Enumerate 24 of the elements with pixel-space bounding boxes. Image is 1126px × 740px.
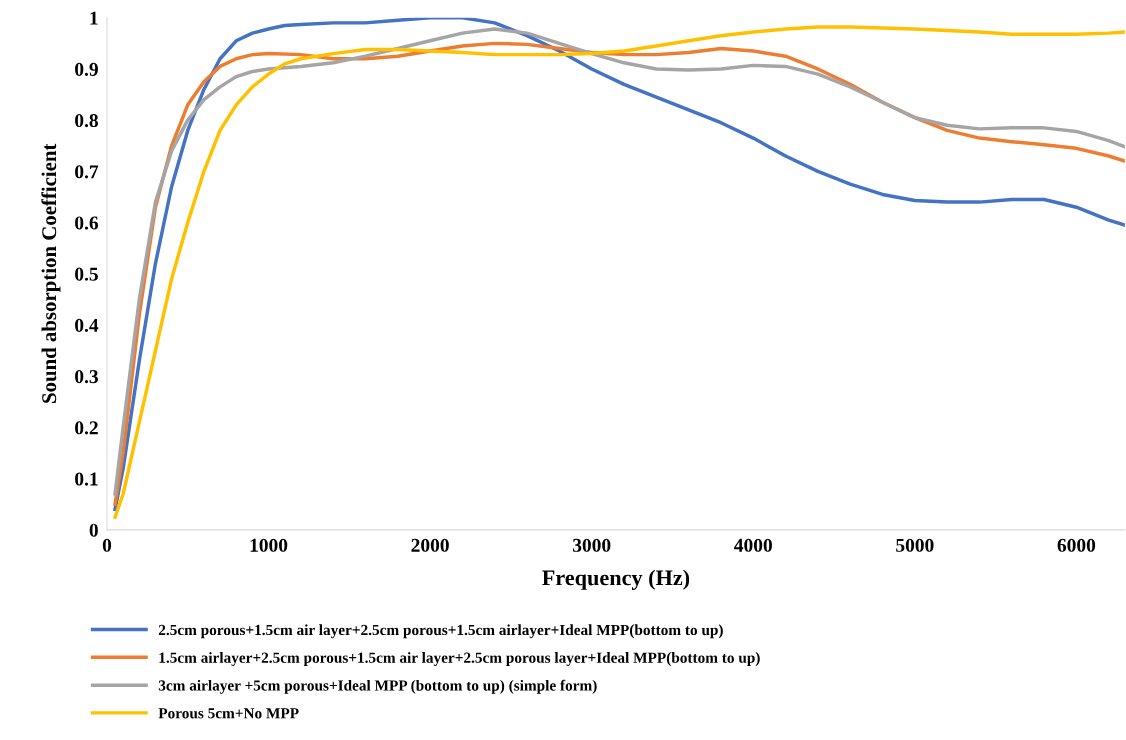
legend-label: 1.5cm airlayer+2.5cm porous+1.5cm air layer+2.5cm porous layer+Ideal MPP(bottom to up)	[159, 652, 760, 666]
legend-label: 3cm airlayer +5cm porous+Ideal MPP (bottom to up) (simple form)	[158, 679, 597, 694]
y-tick-label: 0.8	[75, 113, 98, 128]
x-tick-label: 4000	[734, 538, 772, 552]
y-tick-label: 0.5	[75, 267, 98, 281]
y-tick-label: 0.6	[75, 216, 99, 230]
x-tick-label: 3000	[572, 538, 611, 552]
x-tick-label: 6000	[1057, 538, 1096, 552]
y-tick-label: 0.1	[75, 472, 98, 486]
y-tick-label: 0.2	[75, 421, 98, 435]
x-tick-label: 1000	[250, 538, 288, 552]
y-tick-label: 1	[90, 11, 98, 25]
y-tick-label: 0.7	[75, 165, 99, 179]
y-tick-label: 0.9	[75, 62, 98, 76]
x-axis-title: Frequency (Hz)	[542, 569, 690, 590]
x-tick-label: 2000	[411, 538, 449, 552]
y-tick-label: 0	[89, 523, 98, 537]
legend-label: 2.5cm porous+1.5cm air layer+2.5cm porous+1.5cm airlayer+Ideal MPP(bottom to up)	[158, 624, 723, 639]
y-tick-label: 0.4	[75, 318, 99, 333]
x-tick-label: 0	[102, 538, 112, 552]
y-axis-title: Sound absorption Coefficient	[41, 143, 61, 403]
y-tick-label: 0.3	[75, 370, 98, 384]
legend-label: Porous 5cm+No MPP	[158, 708, 299, 719]
x-tick-label: 5000	[896, 538, 934, 552]
